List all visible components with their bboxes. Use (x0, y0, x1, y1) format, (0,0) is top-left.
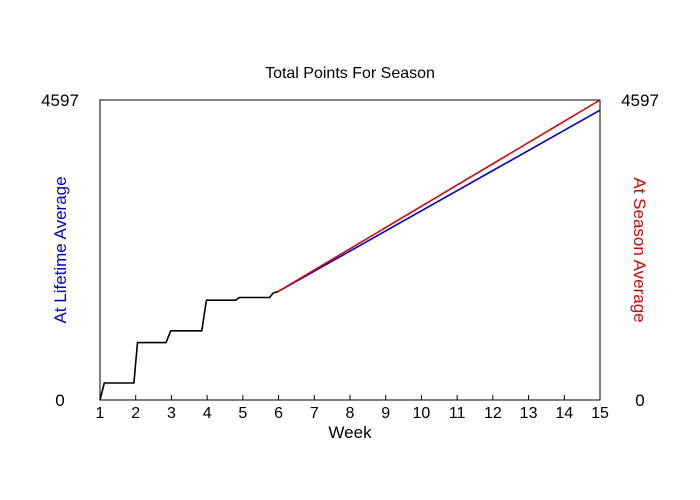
series-layer (99, 99, 601, 401)
y-right-max-label: 4597 (621, 91, 659, 110)
y-right-min-label: 0 (635, 391, 644, 410)
x-tick-label: 6 (274, 405, 283, 422)
y-axis-label-left: At Lifetime Average (51, 176, 70, 323)
x-tick-label: 12 (484, 405, 502, 422)
x-tick-label: 8 (346, 405, 355, 422)
x-tick-label: 5 (238, 405, 247, 422)
y-left-min-label: 0 (55, 391, 64, 410)
x-tick-label: 2 (131, 405, 140, 422)
x-tick-label: 15 (591, 405, 609, 422)
x-tick-label: 4 (203, 405, 212, 422)
actual-series-line (99, 290, 279, 401)
x-tick-label: 3 (167, 405, 176, 422)
x-tick-label: 14 (555, 405, 573, 422)
x-tick-label: 13 (520, 405, 538, 422)
lifetime-series-line (277, 109, 601, 293)
y-axis-label-right: At Season Average (630, 177, 649, 322)
x-tick-label: 9 (381, 405, 390, 422)
x-tick-label: 10 (413, 405, 431, 422)
x-tick-label: 1 (96, 405, 105, 422)
x-tick-label: 11 (449, 405, 466, 422)
season-series-line (277, 99, 601, 293)
chart-title: Total Points For Season (265, 65, 435, 82)
y-left-max-label: 4597 (41, 91, 79, 110)
x-axis-label: Week (328, 423, 372, 442)
x-ticks: 1 2 3 4 5 6 7 8 9 10 11 12 13 14 15 (96, 395, 609, 422)
x-tick-label: 7 (310, 405, 319, 422)
